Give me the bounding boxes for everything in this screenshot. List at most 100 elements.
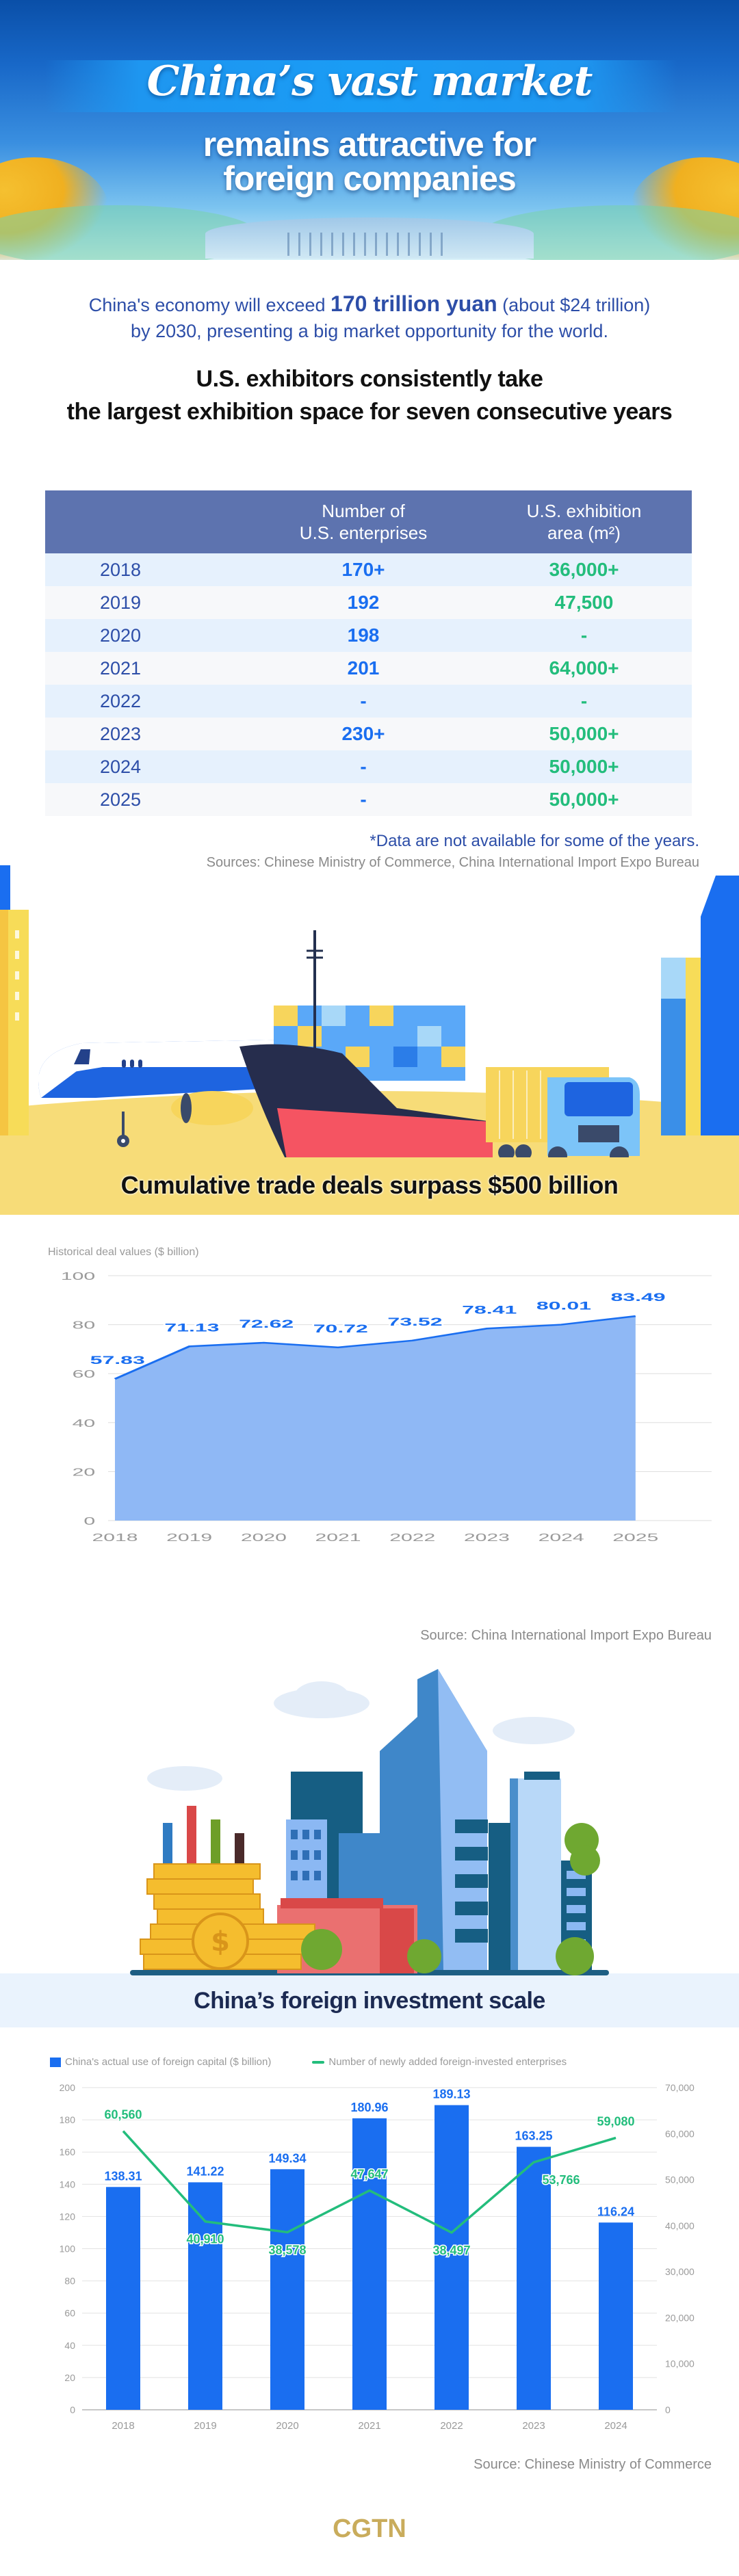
svg-text:40: 40 <box>73 1417 96 1430</box>
legend-bar-swatch <box>50 2057 61 2067</box>
svg-text:2018: 2018 <box>92 1532 138 1544</box>
cell-year: 2018 <box>99 559 142 580</box>
svg-text:60: 60 <box>64 2308 75 2319</box>
svg-text:80: 80 <box>64 2276 75 2287</box>
section-title-trade: Cumulative trade deals surpass $500 bill… <box>120 1171 619 1199</box>
svg-text:2019: 2019 <box>166 1532 212 1544</box>
section-title-exhibitors: U.S. exhibitors consistently take the la… <box>0 363 739 428</box>
svg-text:2025: 2025 <box>612 1532 658 1544</box>
subtitle-line1: remains attractive for <box>203 125 537 163</box>
subtitle: remains attractive for foreign companies <box>0 127 739 196</box>
header-enterprises-line2: U.S. enterprises <box>299 523 428 543</box>
cell-enterprises: 170+ <box>341 559 385 580</box>
cell-area: 36,000+ <box>549 559 619 580</box>
svg-text:59,080: 59,080 <box>597 2114 634 2128</box>
svg-text:60,560: 60,560 <box>104 2108 142 2122</box>
svg-text:20: 20 <box>64 2372 75 2383</box>
svg-text:180: 180 <box>60 2114 76 2125</box>
cell-enterprises: - <box>360 690 367 711</box>
legend-label-enterprises: Number of newly added foreign-invested e… <box>328 2056 567 2068</box>
table-body: 2018 170+ 36,000+ 2019 192 47,500 2020 198 - 2021… <box>45 553 692 816</box>
cgtn-logo: CGTN <box>333 2514 406 2543</box>
svg-text:120: 120 <box>60 2211 76 2222</box>
cell-area: 50,000+ <box>549 756 619 777</box>
table-row: 2024 - 50,000+ <box>45 750 692 783</box>
table-sources: Sources: Chinese Ministry of Commerce, C… <box>206 855 699 870</box>
svg-text:116.24: 116.24 <box>597 2205 634 2218</box>
svg-text:57.83: 57.83 <box>90 1354 145 1367</box>
table-row: 2018 170+ 36,000+ <box>45 553 692 586</box>
svg-text:20: 20 <box>73 1466 96 1478</box>
svg-text:40,910: 40,910 <box>186 2233 224 2246</box>
chart-ylabel: Historical deal values ($ billion) <box>48 1246 199 1258</box>
trade-banner: Cumulative trade deals surpass $500 bill… <box>0 1157 739 1215</box>
intro-text: China's economy will exceed 170 trillion… <box>0 291 739 344</box>
svg-text:2020: 2020 <box>276 2420 298 2432</box>
svg-text:160: 160 <box>60 2146 76 2157</box>
table-row: 2022 - - <box>45 685 692 718</box>
svg-text:60: 60 <box>73 1368 96 1380</box>
svg-text:78.41: 78.41 <box>462 1304 517 1317</box>
table-row: 2020 198 - <box>45 619 692 652</box>
svg-text:40: 40 <box>64 2340 75 2351</box>
exhibitors-table: Number of U.S. enterprises U.S. exhibiti… <box>45 490 692 816</box>
intro-part1: China's economy will exceed <box>88 295 331 315</box>
svg-text:47,647: 47,647 <box>350 2167 388 2181</box>
cell-enterprises: 201 <box>347 657 380 679</box>
svg-text:2024: 2024 <box>604 2420 627 2432</box>
svg-text:189.13: 189.13 <box>432 2088 470 2101</box>
svg-text:0: 0 <box>83 1515 95 1527</box>
svg-text:100: 100 <box>60 2244 76 2255</box>
svg-text:71.13: 71.13 <box>164 1322 219 1335</box>
svg-text:2022: 2022 <box>389 1532 435 1544</box>
svg-text:163.25: 163.25 <box>515 2129 552 2143</box>
svg-text:73.52: 73.52 <box>387 1315 442 1328</box>
svg-text:40,000: 40,000 <box>665 2220 695 2231</box>
deal-values-chart: Historical deal values ($ billion) 0 20 40… <box>41 1231 712 1669</box>
svg-text:83.49: 83.49 <box>611 1291 666 1304</box>
cell-year: 2021 <box>99 657 142 679</box>
header-banner: China’s vast market remains attractive f… <box>0 0 739 260</box>
cell-enterprises: 192 <box>347 592 380 613</box>
section-title-line2: the largest exhibition space for seven c… <box>66 399 673 425</box>
svg-text:80.01: 80.01 <box>536 1300 591 1313</box>
svg-text:38,497: 38,497 <box>432 2244 470 2257</box>
cell-enterprises: 198 <box>347 625 380 646</box>
section-title-investment: China’s foreign investment scale <box>194 1988 545 2014</box>
trade-transport-icon <box>0 836 739 1166</box>
combo-chart-plot: 0 20 40 60 80 100 120 140 160 180 200 0 10,000 20,000… <box>60 2082 695 2432</box>
table-row: 2019 192 47,500 <box>45 586 692 619</box>
chart-legend: China's actual use of foreign capital ($… <box>50 2056 567 2068</box>
table-note: *Data are not available for some of the … <box>370 832 699 850</box>
cell-year: 2022 <box>99 690 142 711</box>
cell-year: 2020 <box>99 625 142 646</box>
svg-text:2023: 2023 <box>522 2420 545 2432</box>
svg-text:80: 80 <box>73 1319 96 1332</box>
chart-source: Source: Chinese Ministry of Commerce <box>474 2457 712 2472</box>
table-header: Number of U.S. enterprises U.S. exhibiti… <box>45 490 692 553</box>
cell-area: 47,500 <box>554 592 614 613</box>
subtitle-line2: foreign companies <box>223 159 517 198</box>
svg-text:100: 100 <box>61 1270 95 1283</box>
cell-area: - <box>580 625 588 646</box>
foreign-investment-chart: China's actual use of foreign capital ($… <box>41 2045 712 2472</box>
svg-text:0: 0 <box>70 2404 75 2415</box>
legend-label-capital: China's actual use of foreign capital ($… <box>65 2056 272 2068</box>
svg-text:2019: 2019 <box>194 2420 216 2432</box>
cell-enterprises: - <box>360 789 367 810</box>
cell-enterprises: 230+ <box>341 723 385 744</box>
header-area-line1: U.S. exhibition <box>526 501 642 521</box>
svg-text:53,766: 53,766 <box>542 2173 580 2187</box>
svg-text:180.96: 180.96 <box>350 2101 388 2114</box>
intro-line2: by 2030, presenting a big market opportu… <box>131 321 608 341</box>
city-coins-icon: $ <box>0 1669 739 1977</box>
table-row: 2025 - 50,000+ <box>45 783 692 816</box>
svg-text:70,000: 70,000 <box>665 2082 695 2093</box>
section-title-line1: U.S. exhibitors consistently take <box>196 366 543 392</box>
svg-text:30,000: 30,000 <box>665 2266 695 2277</box>
svg-text:141.22: 141.22 <box>186 2164 224 2178</box>
trade-illustration <box>0 836 739 1166</box>
svg-text:2021: 2021 <box>358 2420 380 2432</box>
cell-area: 50,000+ <box>549 789 619 810</box>
header-area: U.S. exhibition area (m²) <box>476 500 692 544</box>
